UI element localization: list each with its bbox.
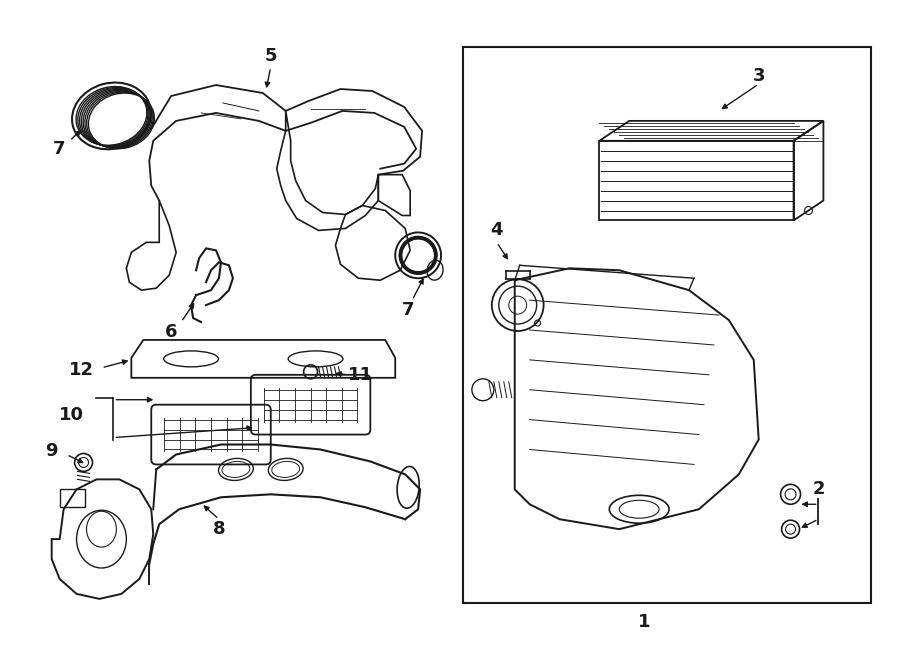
Text: 11: 11 <box>348 366 373 384</box>
Text: 1: 1 <box>638 613 651 631</box>
Text: 3: 3 <box>752 67 765 85</box>
Text: 8: 8 <box>212 520 225 538</box>
Text: 2: 2 <box>812 481 824 498</box>
Bar <box>59 489 85 507</box>
Text: 6: 6 <box>165 323 177 341</box>
Text: 4: 4 <box>491 221 503 239</box>
Text: 10: 10 <box>59 406 84 424</box>
Bar <box>463 47 871 603</box>
Text: 9: 9 <box>45 442 58 461</box>
Text: 12: 12 <box>69 361 94 379</box>
Text: 7: 7 <box>402 301 414 319</box>
Text: 5: 5 <box>265 47 277 65</box>
Text: 7: 7 <box>52 139 65 158</box>
